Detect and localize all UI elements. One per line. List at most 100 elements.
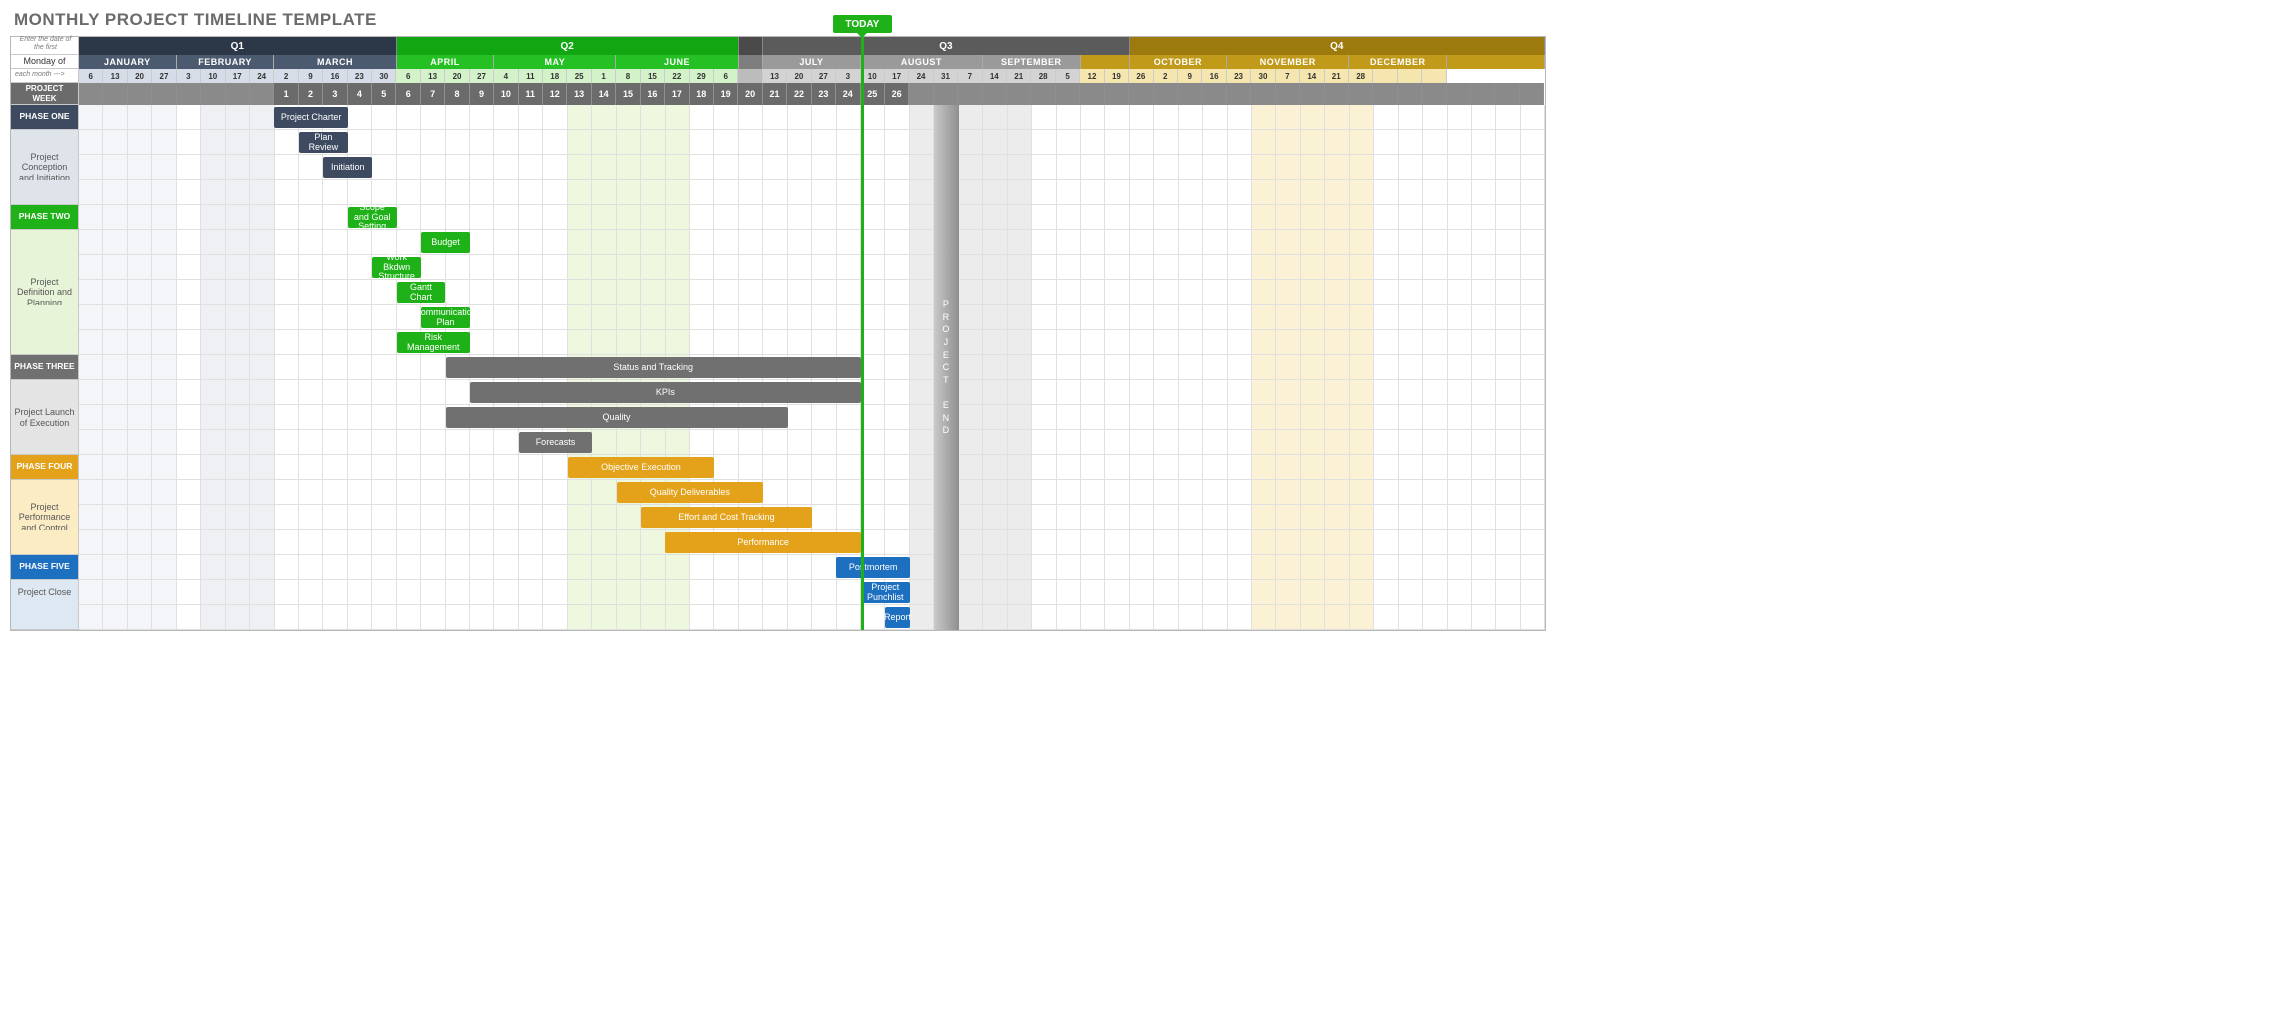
grid-cell — [1008, 430, 1032, 455]
week-cell — [1251, 83, 1275, 105]
grid-cell — [299, 505, 323, 530]
grid-cell — [1399, 530, 1423, 555]
grid-cell — [1081, 530, 1105, 555]
grid-cell — [446, 505, 470, 530]
grid-cell — [1057, 580, 1081, 605]
grid-cell — [372, 380, 396, 405]
grid-cell — [372, 580, 396, 605]
grid-cell — [666, 305, 690, 330]
grid-cell — [1203, 155, 1227, 180]
gantt-bar[interactable]: Effort and Cost Tracking — [641, 507, 812, 528]
grid-cell — [763, 205, 787, 230]
grid-cell — [446, 255, 470, 280]
grid-cell — [1496, 480, 1520, 505]
gantt-bar[interactable]: Performance — [665, 532, 860, 553]
grid-cell — [1105, 405, 1129, 430]
grid-cell — [592, 480, 616, 505]
gantt-bar[interactable]: Communication Plan — [421, 307, 470, 328]
grid-cell — [837, 255, 861, 280]
date-cell: 22 — [665, 69, 689, 83]
grid-cell — [1521, 555, 1545, 580]
date-cell: 16 — [1202, 69, 1226, 83]
date-cell: 17 — [885, 69, 909, 83]
grid-cell — [494, 430, 518, 455]
week-cell: 20 — [738, 83, 762, 105]
grid-cell — [348, 355, 372, 380]
grid-cell — [79, 105, 103, 130]
grid-cell — [1057, 605, 1081, 630]
gantt-bar[interactable]: Gantt Chart — [397, 282, 446, 303]
grid-cell — [1252, 105, 1276, 130]
date-cell: 20 — [787, 69, 811, 83]
grid-cell — [666, 430, 690, 455]
grid-cell — [177, 230, 201, 255]
grid-cell — [1521, 530, 1545, 555]
grid-cell — [910, 380, 934, 405]
week-cell — [1202, 83, 1226, 105]
gantt-bar[interactable]: Postmortem — [836, 557, 909, 578]
gantt-bar[interactable]: Objective Execution — [568, 457, 715, 478]
grid-cell — [1496, 155, 1520, 180]
grid-cell — [470, 505, 494, 530]
grid-cell — [299, 455, 323, 480]
grid-cell — [1203, 480, 1227, 505]
grid-cell — [861, 230, 885, 255]
grid-cell — [348, 530, 372, 555]
gantt-bar[interactable]: Initiation — [323, 157, 372, 178]
grid-cell — [1032, 205, 1056, 230]
gantt-bar[interactable]: Budget — [421, 232, 470, 253]
grid-cell — [1521, 205, 1545, 230]
grid-cell — [543, 305, 567, 330]
gantt-bar[interactable]: Project Charter — [274, 107, 347, 128]
gantt-bar[interactable]: Plan Review — [299, 132, 348, 153]
grid-cell — [1521, 255, 1545, 280]
grid-cell — [128, 105, 152, 130]
grid-cell — [1203, 430, 1227, 455]
week-cell: 26 — [885, 83, 909, 105]
grid-cell — [226, 430, 250, 455]
grid-cell — [128, 280, 152, 305]
gantt-bar[interactable]: Status and Tracking — [446, 357, 861, 378]
grid-cell — [1057, 505, 1081, 530]
task-row: Performance — [11, 530, 1545, 555]
grid-cell — [1521, 105, 1545, 130]
grid-cell — [348, 605, 372, 630]
task-row: Project CloseProject Punchlist — [11, 580, 1545, 605]
grid-cell — [519, 530, 543, 555]
month-header: JULY — [763, 55, 861, 69]
grid-cell — [837, 280, 861, 305]
gantt-bar[interactable]: Project Punchlist — [861, 582, 910, 603]
gantt-bar[interactable]: Report — [885, 607, 909, 628]
grid-cell — [1448, 505, 1472, 530]
date-cell: 24 — [909, 69, 933, 83]
grid-cell — [128, 380, 152, 405]
gantt-bar[interactable]: Risk Management — [397, 332, 470, 353]
week-cell — [79, 83, 103, 105]
grid-cell — [1350, 205, 1374, 230]
grid-cell — [152, 130, 176, 155]
gantt-bar[interactable]: Quality — [446, 407, 788, 428]
week-cell — [1349, 83, 1373, 105]
grid-cell — [1301, 530, 1325, 555]
grid-cell — [201, 180, 225, 205]
date-cell: 4 — [494, 69, 518, 83]
grid-cell — [1350, 405, 1374, 430]
grid-cell — [1179, 130, 1203, 155]
grid-cell — [837, 480, 861, 505]
gantt-bar[interactable]: Work Bkdwn Structure — [372, 257, 421, 278]
gantt-bar[interactable]: KPIs — [470, 382, 861, 403]
gantt-bar[interactable]: Scope and Goal Setting — [348, 207, 397, 228]
grid-cell — [1032, 555, 1056, 580]
grid-cell — [1154, 230, 1178, 255]
grid-cell — [519, 605, 543, 630]
grid-cell — [1032, 530, 1056, 555]
grid-cell — [1325, 580, 1349, 605]
gantt-bar[interactable]: Quality Deliverables — [617, 482, 764, 503]
grid-cell — [959, 530, 983, 555]
gantt-bar[interactable]: Forecasts — [519, 432, 592, 453]
grid-cell — [1276, 105, 1300, 130]
grid-cell — [617, 105, 641, 130]
grid-cell — [714, 605, 738, 630]
grid-cell — [470, 155, 494, 180]
grid-cell — [348, 480, 372, 505]
